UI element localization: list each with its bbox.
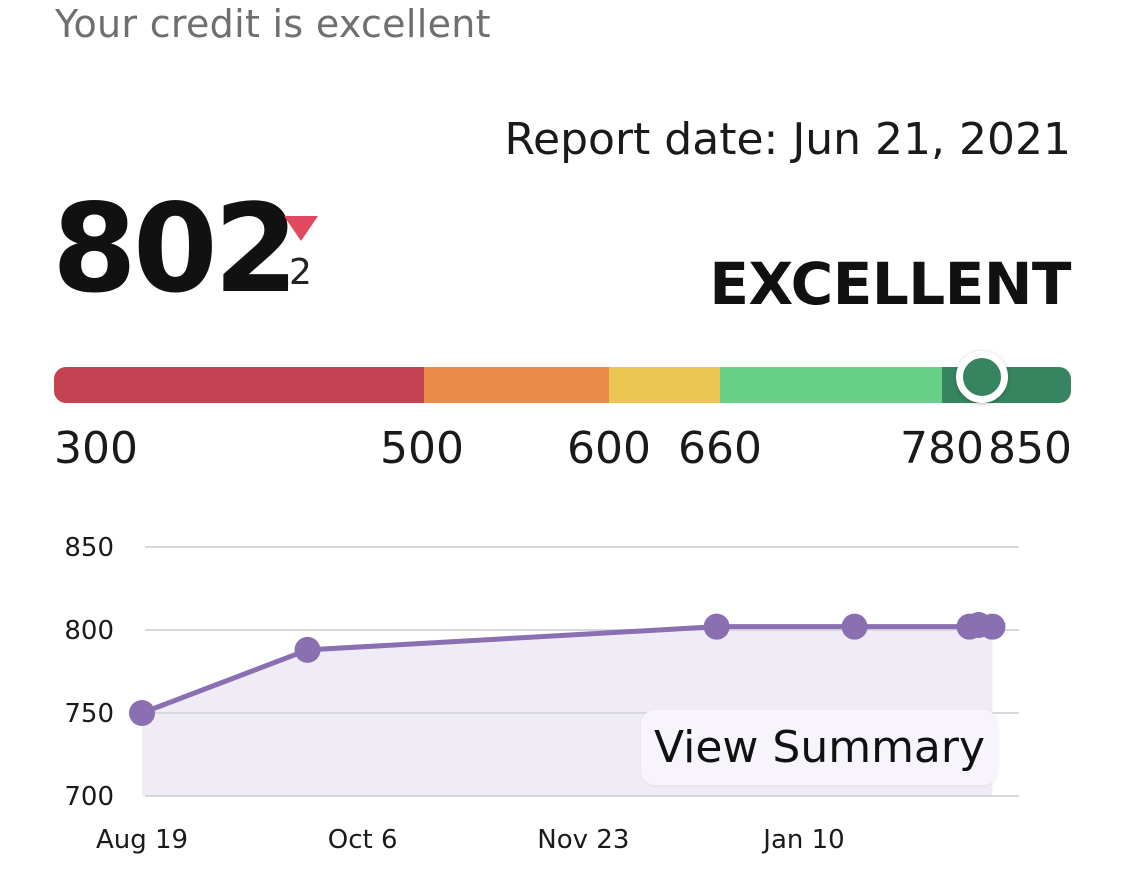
arrow-down-icon <box>284 216 318 241</box>
score-range-tick: 600 <box>567 423 651 474</box>
x-axis-tick-label: Oct 6 <box>328 825 398 855</box>
score-range-segment <box>719 367 942 403</box>
chart-data-point[interactable] <box>294 636 321 663</box>
score-range-tick: 780 <box>900 423 984 474</box>
report-date: Report date: Jun 21, 2021 <box>504 114 1071 165</box>
score-range-tick: 500 <box>380 423 464 474</box>
score-range-segments <box>54 367 1071 403</box>
credit-score: 802 <box>52 178 299 320</box>
score-range-tick: 300 <box>54 423 138 474</box>
score-marker <box>956 351 1009 403</box>
score-history-chart: 850 800 750 700 Aug 19 Oct 6 Nov 23 Jan 10 <box>64 533 1019 855</box>
view-summary-button[interactable]: View Summary <box>641 710 998 785</box>
x-axis-tick-label: Jan 10 <box>761 825 844 855</box>
score-range-segment <box>54 367 424 403</box>
score-range-segment <box>423 367 609 403</box>
score-change: 2 <box>289 252 312 293</box>
page-title: Your credit is excellent <box>55 2 491 46</box>
chart-data-point[interactable] <box>703 613 730 640</box>
score-range-tick: 660 <box>678 423 762 474</box>
x-axis-tick-label: Aug 19 <box>96 825 188 855</box>
y-axis-tick-label: 700 <box>64 782 114 812</box>
score-range-segment <box>608 367 720 403</box>
y-axis-tick-label: 750 <box>64 699 114 729</box>
chart-data-point[interactable] <box>129 700 155 726</box>
score-rating: EXCELLENT <box>709 250 1071 318</box>
score-range-tick: 850 <box>988 423 1072 474</box>
x-axis-tick-label: Nov 23 <box>537 825 629 855</box>
score-range-bar <box>54 351 1071 403</box>
chart-data-point[interactable] <box>979 613 1006 640</box>
chart-data-point[interactable] <box>841 613 868 640</box>
y-axis-tick-label: 850 <box>64 533 114 563</box>
y-axis-tick-label: 800 <box>64 616 114 646</box>
